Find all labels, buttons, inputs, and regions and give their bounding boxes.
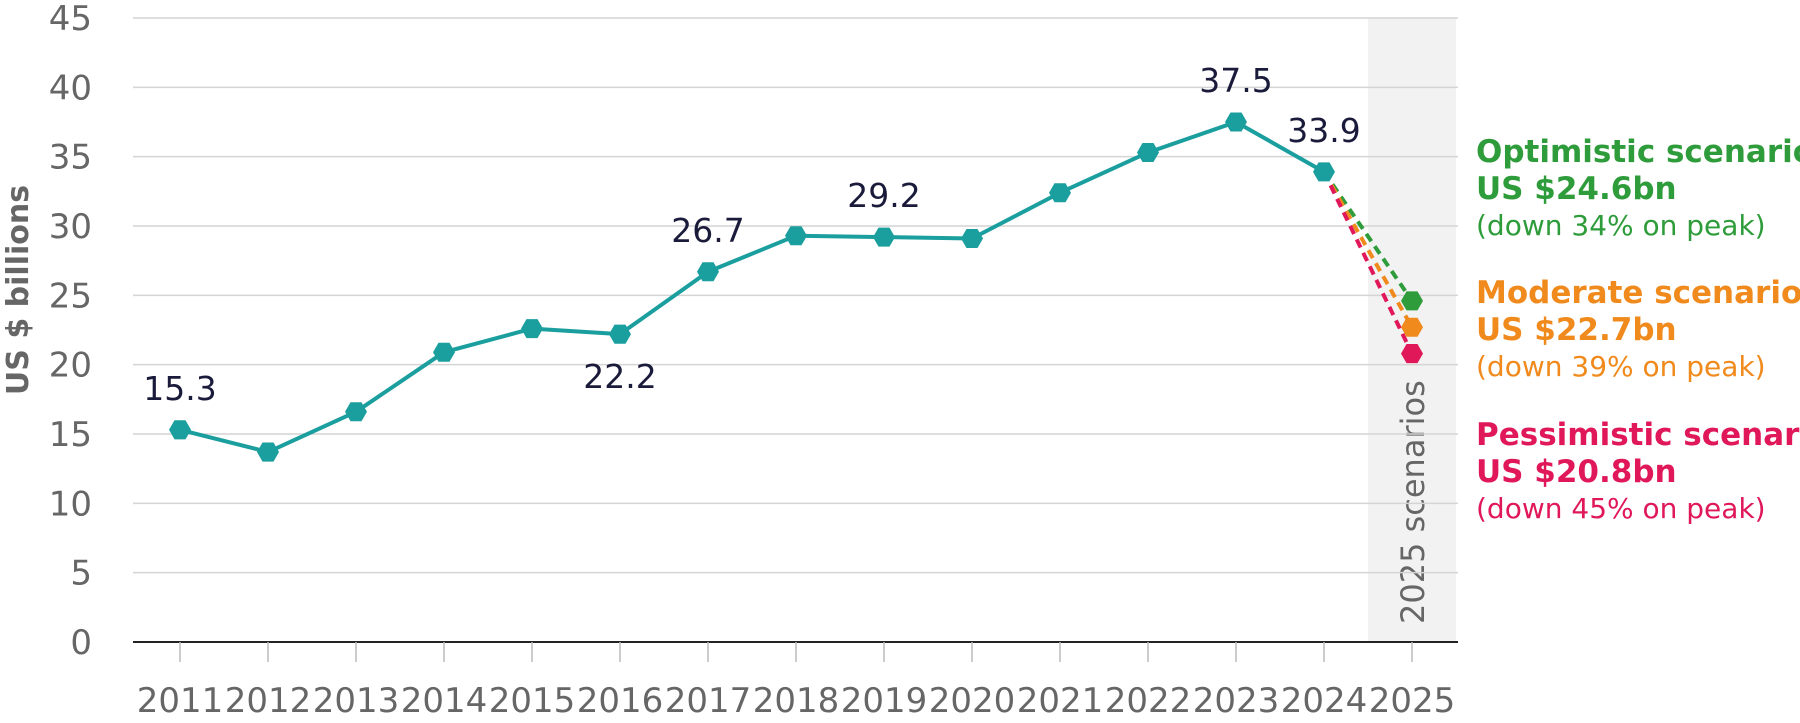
x-tick-label: 2024 <box>1281 681 1368 721</box>
x-tick-label: 2020 <box>929 681 1016 721</box>
data-label: 22.2 <box>583 357 656 396</box>
data-point <box>433 342 455 362</box>
scenario-note: (down 45% on peak) <box>1476 492 1766 525</box>
data-label: 29.2 <box>847 176 920 215</box>
y-axis-label: US $ billions <box>1 185 36 395</box>
y-tick-label: 20 <box>49 346 92 386</box>
scenario-amount: US $24.6bn <box>1476 171 1677 207</box>
data-point <box>697 262 719 282</box>
x-tick-label: 2011 <box>137 681 224 721</box>
scenario-name: Pessimistic scenario: <box>1476 417 1800 453</box>
x-tick-label: 2016 <box>577 681 664 721</box>
scenario-point <box>1401 317 1423 337</box>
data-point <box>1049 183 1071 203</box>
y-tick-label: 0 <box>70 623 92 663</box>
x-tick-label: 2025 <box>1369 681 1456 721</box>
x-tick-label: 2012 <box>225 681 312 721</box>
data-point <box>169 420 191 440</box>
data-point <box>1137 143 1159 162</box>
y-tick-label: 10 <box>49 484 92 524</box>
data-point <box>873 227 895 247</box>
scenario-band-label: 2025 scenarios <box>1394 380 1432 624</box>
y-tick-label: 40 <box>49 68 92 108</box>
scenario-name: Moderate scenario: <box>1476 275 1800 311</box>
x-tick-label: 2017 <box>665 681 752 721</box>
scenario-note: (down 34% on peak) <box>1476 209 1766 242</box>
y-tick-label: 25 <box>49 276 92 316</box>
y-tick-label: 45 <box>49 0 92 39</box>
x-tick-label: 2022 <box>1105 681 1192 721</box>
data-label: 26.7 <box>671 211 744 250</box>
data-label: 37.5 <box>1199 61 1272 100</box>
y-tick-label: 30 <box>49 207 92 247</box>
x-tick-label: 2015 <box>489 681 576 721</box>
data-point <box>961 229 983 248</box>
y-tick-label: 15 <box>49 415 92 455</box>
data-label: 33.9 <box>1287 111 1360 150</box>
data-point <box>257 442 279 462</box>
data-point <box>609 324 631 344</box>
scenario-point <box>1401 344 1423 364</box>
series-line <box>179 120 1325 455</box>
data-point <box>521 319 543 339</box>
x-tick-label: 2019 <box>841 681 928 721</box>
scenario-amount: US $22.7bn <box>1476 312 1677 348</box>
x-tick-label: 2023 <box>1193 681 1280 721</box>
scenario-line <box>1322 171 1414 355</box>
scenario-amount: US $20.8bn <box>1476 454 1677 490</box>
data-label: 15.3 <box>143 369 216 408</box>
scenario-note: (down 39% on peak) <box>1476 350 1766 383</box>
scenario-point <box>1401 291 1423 311</box>
x-tick-label: 2018 <box>753 681 840 721</box>
x-tick-label: 2021 <box>1017 681 1104 721</box>
data-point <box>1313 162 1335 182</box>
data-point <box>1225 112 1247 132</box>
scenario-line <box>1322 170 1414 303</box>
x-tick-label: 2014 <box>401 681 488 721</box>
y-tick-label: 35 <box>49 138 92 178</box>
x-tick-label: 2013 <box>313 681 400 721</box>
y-tick-label: 5 <box>70 554 92 594</box>
data-point <box>345 402 367 422</box>
scenario-name: Optimistic scenario: <box>1476 134 1800 170</box>
data-point <box>785 226 807 246</box>
